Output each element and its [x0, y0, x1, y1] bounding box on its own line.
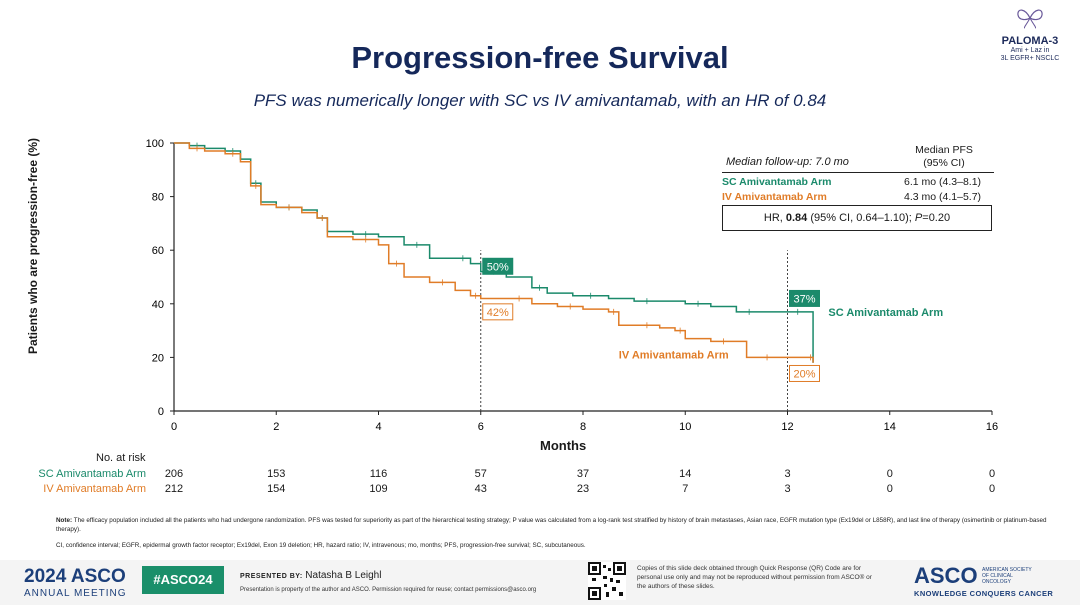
km-chart: 0 2 4 6 8 10 12 14 16 0 20 40 60 80 100 50% 42% 37% 20% SC…: [146, 138, 998, 433]
trial-tagline-2: 3L EGFR+ NSCLC: [1000, 55, 1060, 62]
at-risk-sc-cell: 153: [267, 468, 286, 480]
annotation-label: 20%: [793, 368, 815, 380]
asco-meeting: ANNUAL MEETING: [24, 588, 127, 599]
followup-text: Median follow-up: 7.0 mo: [726, 156, 849, 168]
x-tick-label: 16: [986, 421, 998, 433]
annotation-label: 42%: [487, 307, 509, 319]
at-risk-iv-cell: 0: [988, 483, 996, 495]
x-tick-label: 4: [375, 421, 381, 433]
note-label: Note:: [56, 517, 73, 524]
median-header-1: Median PFS: [915, 144, 973, 156]
chart-axes: 0 2 4 6 8 10 12 14 16 0 20 40 60 80 100: [146, 138, 998, 433]
qr-disclaimer: Copies of this slide deck obtained throu…: [637, 565, 872, 590]
trial-logo: PALOMA-3 Ami + Laz in 3L EGFR+ NSCLC: [990, 6, 1070, 63]
annotation-box: [482, 303, 514, 321]
x-tick-label: 8: [580, 421, 586, 433]
presenter-name: Natasha B Leighl: [305, 570, 382, 581]
y-tick-label: 80: [152, 192, 164, 204]
at-risk-sc-cell: 116: [369, 468, 388, 480]
trial-name: PALOMA-3: [1001, 35, 1059, 47]
at-risk-iv-cell: 212: [164, 483, 184, 495]
x-tick-label: 12: [781, 421, 793, 433]
x-tick-label: 2: [273, 421, 279, 433]
at-risk-iv-cell: 154: [267, 483, 286, 495]
survival-curves: [174, 142, 814, 363]
annotation-box: [789, 364, 820, 382]
asco-year: 2024 ASCO: [24, 566, 126, 587]
asco-society-logo: ASCO AMERICAN SOCIETY OF CLINICAL ONCOLO…: [914, 563, 1053, 598]
footnote-abbreviations: CI, confidence interval; EGFR, epidermal…: [56, 542, 586, 549]
at-risk-sc-cell: 0: [886, 468, 893, 480]
at-risk-title: No. at risk: [96, 452, 146, 464]
annotation-label: 37%: [793, 293, 815, 305]
at-risk-sc-cell: 57: [474, 468, 487, 480]
hr-value: 0.84: [785, 212, 808, 224]
at-risk-iv-label: IV Amivantamab Arm: [43, 483, 146, 495]
asco-wordmark: ASCO: [914, 563, 978, 588]
asco-meeting-logo: 2024 ASCO ANNUAL MEETING: [24, 566, 127, 599]
x-tick-label: 10: [679, 421, 691, 433]
at-risk-iv-cell: 23: [576, 483, 590, 495]
hr-ci: (95% CI, 0.64–1.10);: [807, 212, 915, 224]
at-risk-sc-cell: 3: [784, 468, 791, 480]
series-label: SC Amivantamab Arm: [828, 307, 943, 319]
legend-divider: [722, 172, 994, 173]
legend-iv-value: 4.3 mo (4.1–5.7): [904, 191, 982, 203]
reference-lines: [480, 250, 788, 411]
presented-by-label: PRESENTED BY:: [240, 573, 303, 580]
at-risk-iv-cell: 3: [784, 483, 791, 495]
at-risk-iv-cell: 109: [369, 483, 388, 495]
trial-tagline-1: Ami + Laz in: [1010, 47, 1050, 54]
asco-society-name: AMERICAN SOCIETY OF CLINICAL ONCOLOGY: [982, 567, 1032, 585]
presented-by: PRESENTED BY: Natasha B Leighl: [240, 570, 381, 581]
at-risk-sc-cell: 0: [988, 468, 996, 480]
qr-code-icon[interactable]: [588, 562, 626, 600]
page-title: Progression-free Survival: [351, 40, 729, 75]
annotation-label: 50%: [487, 261, 509, 273]
butterfly-icon: [1017, 9, 1043, 29]
median-pfs-legend: Median follow-up: 7.0 mo Median PFS (95%…: [722, 144, 994, 204]
x-tick-label: 6: [478, 421, 484, 433]
y-tick-label: 60: [152, 245, 164, 257]
hr-prefix: HR,: [763, 212, 786, 224]
y-tick-label: 20: [152, 352, 164, 364]
at-risk-iv-cell: 0: [886, 483, 893, 495]
chart-annotations: 50% 42% 37% 20% SC Amivantamab Arm IV Amivant…: [482, 257, 943, 382]
hashtag-badge: #ASCO24: [142, 566, 224, 594]
annotation-box: [482, 257, 514, 275]
median-header-2: (95% CI): [923, 157, 965, 169]
y-tick-label: 100: [146, 138, 164, 150]
legend-sc-label: SC Amivantamab Arm: [722, 176, 832, 188]
asco-tagline: KNOWLEDGE CONQUERS CANCER: [914, 589, 1054, 598]
x-tick-label: 0: [171, 421, 177, 433]
hr-p-value: =0.20: [922, 212, 951, 224]
presented-note: Presentation is property of the author a…: [240, 587, 537, 593]
legend-iv-label: IV Amivantamab Arm: [722, 191, 827, 203]
at-risk-sc-cell: 37: [576, 468, 590, 480]
hr-p-label: P: [914, 212, 923, 224]
legend-sc-value: 6.1 mo (4.3–8.1): [904, 176, 982, 188]
series-label: IV Amivantamab Arm: [619, 350, 729, 362]
at-risk-sc-label: SC Amivantamab Arm: [38, 468, 146, 480]
page-subtitle: PFS was numerically longer with SC vs IV…: [253, 91, 827, 110]
at-risk-iv-cell: 43: [474, 483, 487, 495]
y-tick-label: 40: [152, 299, 164, 311]
at-risk-sc-cell: 14: [679, 468, 692, 480]
footnote-note: Note: The efficacy population included a…: [56, 516, 1066, 534]
annotation-box: [789, 289, 820, 307]
x-axis-label: Months: [540, 438, 587, 453]
y-tick-label: 0: [158, 406, 164, 418]
x-tick-label: 14: [884, 421, 896, 433]
note-text: The efficacy population included all the…: [56, 517, 1047, 533]
series-line: [174, 142, 814, 363]
at-risk-iv-cell: 7: [682, 483, 689, 495]
hazard-ratio-box: HR, 0.84 (95% CI, 0.64–1.10); P=0.20: [722, 205, 992, 231]
at-risk-sc-cell: 206: [164, 468, 184, 480]
series-line: [174, 142, 814, 363]
